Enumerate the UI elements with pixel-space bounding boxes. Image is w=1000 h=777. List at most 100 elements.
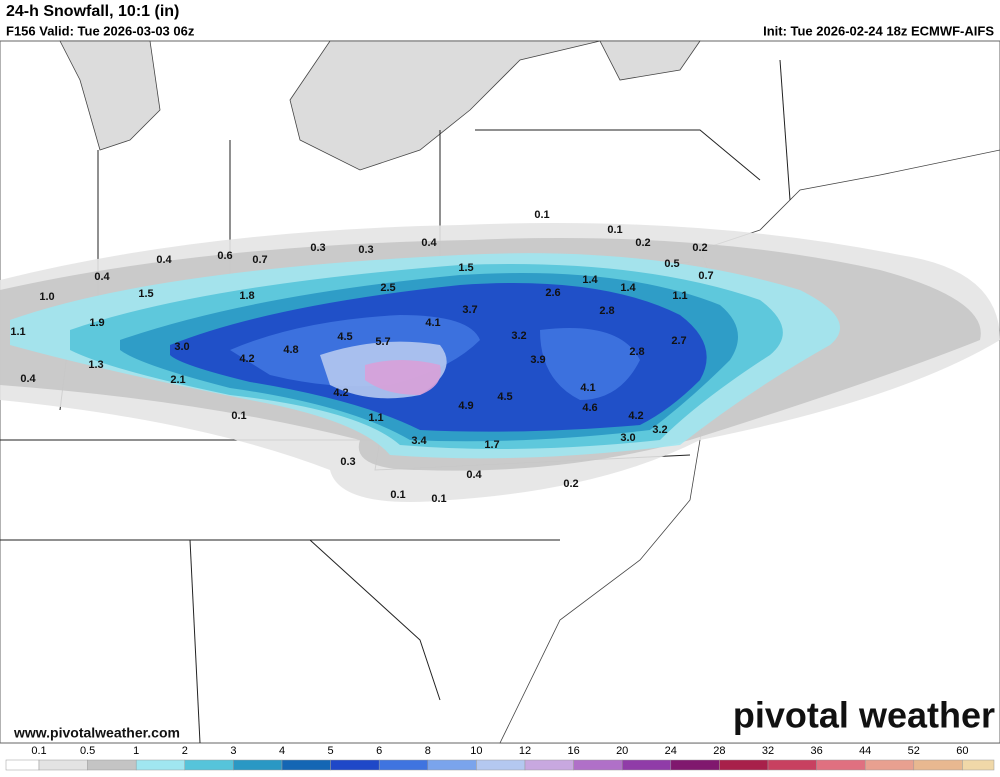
colorbar-label: 8: [425, 745, 431, 757]
colorbar-label: 60: [956, 745, 968, 757]
value-label: 0.7: [698, 270, 713, 282]
value-label: 2.1: [170, 374, 185, 386]
colorbar-label: 36: [810, 745, 822, 757]
lakes: [59, 40, 701, 171]
colorbar-label: 0.5: [80, 745, 95, 757]
colorbar-label: 52: [908, 745, 920, 757]
colorbar-swatch: [962, 759, 995, 771]
value-label: 4.5: [497, 391, 512, 403]
value-label: 1.7: [484, 439, 499, 451]
value-label: 1.8: [239, 290, 254, 302]
colorbar-swatch: [378, 759, 429, 771]
value-label: 1.5: [138, 288, 153, 300]
value-label: 0.3: [310, 242, 325, 254]
colorbar-label: 10: [470, 745, 482, 757]
init-time: Init: Tue 2026-02-24 18z ECMWF-AIFS: [763, 23, 994, 38]
colorbar-swatch: [476, 759, 526, 771]
colorbar-swatch: [184, 759, 234, 771]
value-label: 0.1: [231, 410, 246, 422]
value-label: 0.4: [20, 373, 36, 385]
value-label: 0.7: [252, 254, 267, 266]
value-label: 0.4: [421, 237, 437, 249]
value-label: 1.0: [39, 291, 54, 303]
value-label: 0.5: [664, 258, 679, 270]
value-label: 4.9: [458, 400, 473, 412]
value-label: 4.5: [337, 331, 352, 343]
value-label: 1.1: [368, 412, 383, 424]
colorbar-swatch: [5, 759, 40, 771]
colorbar-swatch: [87, 759, 137, 771]
value-label: 0.4: [156, 254, 172, 266]
value-label: 3.0: [174, 341, 189, 353]
value-label: 4.2: [333, 387, 348, 399]
value-label: 1.9: [89, 317, 104, 329]
colorbar-swatch: [621, 759, 672, 771]
title: 24-h Snowfall, 10:1 (in): [6, 3, 179, 20]
value-label: 3.7: [462, 304, 477, 316]
value-label: 0.6: [217, 250, 232, 262]
colorbar-swatch: [281, 759, 331, 771]
colorbar-swatch: [816, 759, 866, 771]
value-label: 1.4: [582, 274, 598, 286]
value-label: 0.1: [534, 209, 549, 221]
value-label: 0.3: [340, 456, 355, 468]
value-label: 4.1: [580, 382, 595, 394]
value-label: 4.2: [239, 353, 254, 365]
value-label: 1.5: [458, 262, 473, 274]
value-label: 0.1: [431, 493, 446, 505]
value-label: 4.1: [425, 317, 440, 329]
colorbar-swatch: [767, 759, 817, 771]
colorbar-label: 12: [519, 745, 531, 757]
logo: pivotal weather: [733, 695, 995, 736]
colorbar-label: 5: [328, 745, 334, 757]
map: 0.1 0.1 0.2 0.2 0.3 0.3 0.4 0.4 0.6 0.7 0.5 0.7 1.5 1…: [0, 40, 1000, 744]
colorbar-label: 44: [859, 745, 871, 757]
colorbar-swatch: [135, 759, 186, 771]
value-label: 5.7: [375, 336, 390, 348]
colorbar-label: 32: [762, 745, 774, 757]
value-label: 4.8: [283, 344, 298, 356]
colorbar-label: 0.1: [31, 745, 46, 757]
colorbar-label: 20: [616, 745, 628, 757]
value-label: 2.8: [629, 346, 644, 358]
colorbar-label: 24: [665, 745, 677, 757]
valid-time: F156 Valid: Tue 2026-03-03 06z: [6, 23, 195, 38]
value-label: 1.3: [88, 359, 103, 371]
value-label: 0.2: [692, 242, 707, 254]
colorbar-swatch: [719, 759, 769, 771]
value-label: 3.2: [511, 330, 526, 342]
value-label: 0.2: [635, 237, 650, 249]
colorbar-swatch: [913, 759, 963, 771]
value-label: 4.2: [628, 410, 643, 422]
colorbar-swatch: [670, 759, 720, 771]
value-label: 2.5: [380, 282, 395, 294]
colorbar-label: 28: [713, 745, 725, 757]
colorbar-label: 2: [182, 745, 188, 757]
value-label: 0.1: [390, 489, 405, 501]
value-label: 0.4: [94, 271, 110, 283]
value-label: 2.8: [599, 305, 614, 317]
value-label: 1.1: [10, 326, 25, 338]
colorbar-label: 16: [567, 745, 579, 757]
value-label: 3.4: [411, 435, 427, 447]
snow-contour: [365, 360, 441, 395]
value-label: 0.1: [607, 224, 622, 236]
value-label: 2.6: [545, 287, 560, 299]
colorbar-swatch: [864, 759, 915, 771]
url: www.pivotalweather.com: [13, 725, 180, 741]
value-label: 1.4: [620, 282, 636, 294]
snowfall-shading: [0, 223, 1000, 502]
value-label: 0.3: [358, 244, 373, 256]
colorbar-swatch: [573, 759, 623, 771]
value-label: 0.4: [466, 469, 482, 481]
colorbar-label: 6: [376, 745, 382, 757]
value-label: 4.6: [582, 402, 597, 414]
colorbar-label: 1: [133, 745, 139, 757]
colorbar-swatch: [38, 759, 88, 771]
value-label: 3.2: [652, 424, 667, 436]
colorbar-label: 3: [230, 745, 236, 757]
colorbar-label: 4: [279, 745, 285, 757]
value-label: 0.2: [563, 478, 578, 490]
colorbar-swatch: [427, 759, 477, 771]
